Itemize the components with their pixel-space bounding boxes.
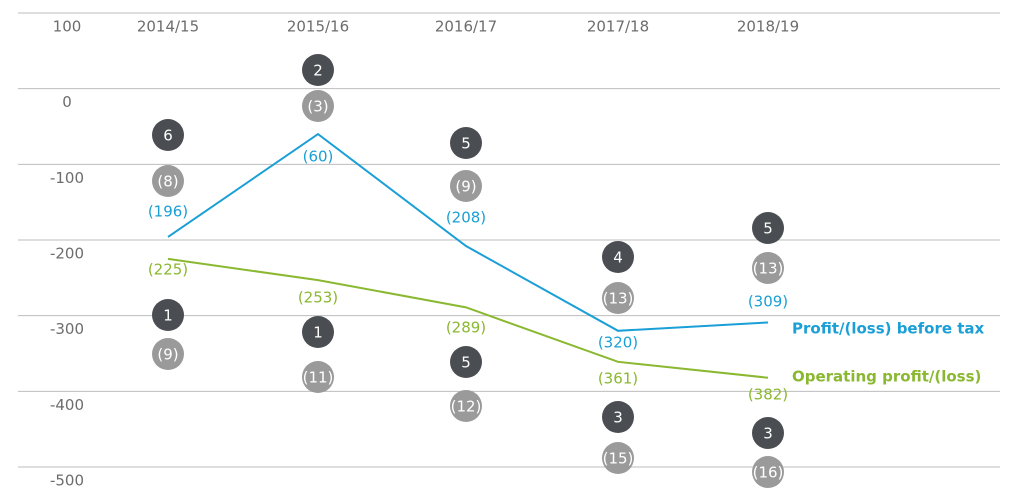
- badge: [602, 241, 634, 273]
- legend-label: Profit/(loss) before tax: [792, 320, 985, 338]
- badge: [450, 127, 482, 159]
- badge: [752, 417, 784, 449]
- badge: [152, 299, 184, 331]
- x-tick-label: 2015/16: [287, 18, 349, 36]
- data-label: (309): [748, 293, 788, 311]
- badge: [450, 170, 482, 202]
- x-tick-label: 2018/19: [737, 18, 799, 36]
- series-line: [167, 257, 769, 379]
- data-label: (253): [298, 289, 338, 307]
- badge-label: (12): [451, 398, 482, 416]
- data-label: (60): [303, 148, 334, 166]
- y-tick-label: -100: [50, 169, 84, 187]
- y-tick-label: -400: [50, 396, 84, 414]
- badge-label: (13): [603, 290, 634, 308]
- badge-label: 1: [163, 307, 173, 325]
- badge-label: 3: [613, 409, 623, 427]
- badge-label: (13): [753, 260, 784, 278]
- badge: [752, 456, 784, 488]
- x-tick-label: 2017/18: [587, 18, 649, 36]
- data-label: (289): [446, 319, 486, 337]
- badge: [302, 90, 334, 122]
- badge-label: 5: [461, 135, 471, 153]
- badge: [450, 346, 482, 378]
- badge: [302, 361, 334, 393]
- data-label: (196): [148, 203, 188, 221]
- badge-label: 3: [763, 425, 773, 443]
- data-label: (208): [446, 209, 486, 227]
- badge-label: 2: [313, 62, 323, 80]
- badge-label: (8): [157, 173, 178, 191]
- badge-label: 5: [763, 220, 773, 238]
- data-label: (225): [148, 261, 188, 279]
- badge-label: (11): [303, 369, 334, 387]
- y-tick-label: -300: [50, 320, 84, 338]
- x-tick-label: 2016/17: [435, 18, 497, 36]
- badge: [602, 282, 634, 314]
- data-label: (320): [598, 334, 638, 352]
- legend-label: Operating profit/(loss): [792, 368, 981, 386]
- data-label: (361): [598, 370, 638, 388]
- series-line: [167, 132, 769, 332]
- badge: [752, 252, 784, 284]
- badge: [302, 316, 334, 348]
- badge-label: 5: [461, 354, 471, 372]
- badge: [152, 119, 184, 151]
- badge-label: (9): [455, 178, 476, 196]
- badge: [752, 212, 784, 244]
- badge-label: (15): [603, 450, 634, 468]
- y-tick-label: 100: [53, 18, 82, 36]
- badge: [302, 54, 334, 86]
- badge-label: 4: [613, 249, 623, 267]
- data-label: (382): [748, 386, 788, 404]
- badge: [602, 401, 634, 433]
- badge-label: (3): [307, 98, 328, 116]
- y-tick-label: -200: [50, 245, 84, 263]
- y-tick-label: 0: [62, 93, 72, 111]
- badge: [152, 165, 184, 197]
- x-tick-label: 2014/15: [137, 18, 199, 36]
- badge-label: 6: [163, 127, 173, 145]
- badge-label: 1: [313, 324, 323, 342]
- y-tick-label: -500: [50, 472, 84, 489]
- badge: [152, 338, 184, 370]
- badge: [602, 442, 634, 474]
- badge-label: (9): [157, 346, 178, 364]
- badge-label: (16): [753, 464, 784, 482]
- badge: [450, 390, 482, 422]
